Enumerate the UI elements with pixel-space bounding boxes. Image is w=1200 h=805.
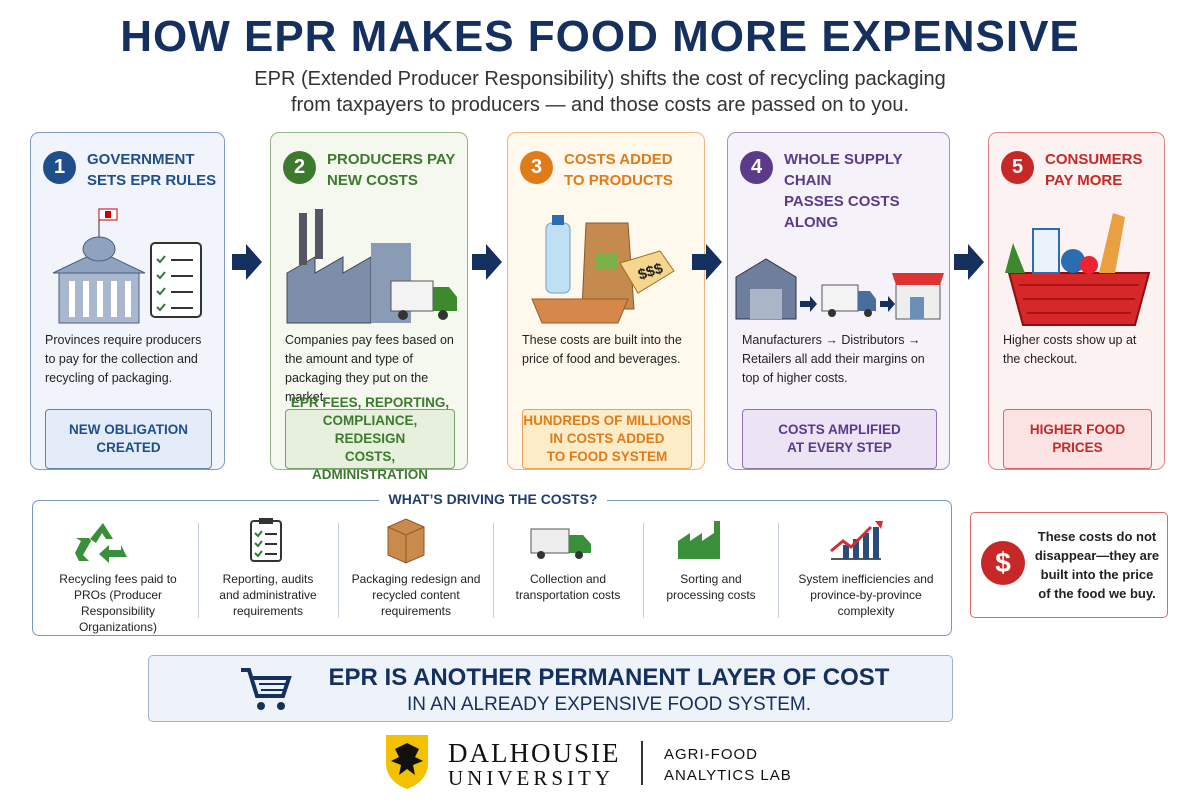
step-title: COSTS ADDED TO PRODUCTS (564, 149, 673, 191)
step-title: GOVERNMENT SETS EPR RULES (87, 149, 216, 191)
step-tag-line: COMPLIANCE, REDESIGN (322, 413, 418, 446)
step-icon (286, 209, 457, 324)
step-tag-line: HUNDREDS OF MILLIONS (523, 413, 691, 428)
step-title-line: COSTS ADDED (564, 151, 673, 168)
banner: EPR IS ANOTHER PERMANENT LAYER OF COST I… (148, 655, 953, 722)
step-tag-line: TO FOOD SYSTEM (546, 449, 668, 464)
step-tag-line: COSTS, ADMINISTRATION (312, 449, 428, 482)
lab-line: AGRI-FOOD (664, 746, 758, 763)
step-icon: $$$ (531, 215, 675, 324)
driver-icons (75, 518, 883, 564)
step-number: 4 (740, 151, 773, 184)
step-tag: NEW OBLIGATION CREATED (45, 409, 212, 469)
step-tag-line: PRICES (1052, 440, 1103, 455)
step-description: Provinces require producers to pay for t… (45, 333, 202, 385)
separator (198, 523, 199, 618)
step-card: 4 WHOLE SUPPLY CHAIN PASSES COSTS ALONG Man… (727, 132, 950, 470)
step-icon (735, 258, 944, 320)
driver-item: System inefficiencies and province-by-pr… (798, 572, 934, 618)
step-title-line: PRODUCERS PAY (327, 151, 456, 168)
step-number: 2 (283, 151, 316, 184)
step-title: CONSUMERS PAY MORE (1045, 149, 1143, 191)
step-card: 3 COSTS ADDED TO PRODUCTS $$$ These costs ar… (507, 132, 705, 470)
step-title-line: NEW COSTS (327, 172, 418, 189)
driver-item: Packaging redesign and recycled content … (351, 572, 481, 618)
step-tag: HUNDREDS OF MILLIONS IN COSTS ADDED TO FOO… (522, 409, 692, 469)
subtitle: from taxpayers to producers — and those … (290, 94, 910, 116)
step-title-line: GOVERNMENT (87, 151, 195, 168)
step-tag: HIGHER FOOD PRICES (1003, 409, 1152, 469)
step-title: PRODUCERS PAY NEW COSTS (327, 149, 455, 191)
step-tag-line: CREATED (96, 440, 161, 455)
step-icon (1005, 213, 1151, 326)
step-card: 1 GOVERNMENT SETS EPR RULES Provinces requi… (30, 132, 225, 470)
university-name: DALHOUSIE (448, 738, 621, 768)
step-description: Companies pay fees based on the amount a… (285, 333, 454, 404)
subtitle: EPR (Extended Producer Responsibility) s… (254, 68, 946, 90)
separator (643, 523, 644, 618)
title: HOW EPR MAKES FOOD MORE EXPENSIVE (120, 12, 1080, 61)
step-tag: COSTS AMPLIFIED AT EVERY STEP (742, 409, 937, 469)
step-title-line: CONSUMERS (1045, 151, 1143, 168)
driver-item: Sorting and processing costs (666, 572, 756, 602)
separator (338, 523, 339, 618)
step-title-line: PASSES COSTS ALONG (784, 193, 900, 231)
note-icon: $ (981, 541, 1025, 585)
step-title: WHOLE SUPPLY CHAIN PASSES COSTS ALONG (784, 149, 949, 233)
step-number: 5 (1001, 151, 1034, 184)
step-tag-line: AT EVERY STEP (787, 440, 892, 455)
banner-line2: IN AN ALREADY EXPENSIVE FOOD SYSTEM. (406, 694, 812, 715)
step-tag-line: NEW OBLIGATION (69, 422, 188, 437)
cart-icon (241, 668, 292, 710)
driver-item: Collection and transportation costs (515, 572, 621, 602)
step-card: 2 PRODUCERS PAY NEW COSTS Companies pay fee… (270, 132, 468, 482)
note-text: These costs do not disappear—they are bu… (1034, 529, 1160, 601)
drivers-panel: WHAT’S DRIVING THE COSTS? Recycling fees… (32, 491, 952, 636)
step-title-line: SETS EPR RULES (87, 172, 217, 189)
step-number: 1 (43, 151, 76, 184)
footer-divider (641, 741, 643, 785)
step-title-line: WHOLE SUPPLY CHAIN (784, 151, 903, 189)
banner-line1: EPR IS ANOTHER PERMANENT LAYER OF COST (328, 664, 890, 691)
university-name: UNIVERSITY (448, 766, 614, 790)
separator (493, 523, 494, 618)
drivers-title: WHAT’S DRIVING THE COSTS? (33, 491, 953, 509)
separator (778, 523, 779, 618)
step-description: Manufacturers → Distributors → Retailers… (742, 333, 925, 385)
step-card: 5 CONSUMERS PAY MORE Higher costs show up a… (988, 132, 1165, 470)
step-tag-line: HIGHER FOOD (1029, 422, 1126, 437)
step-title-line: PAY MORE (1045, 172, 1123, 189)
step-tag-line: IN COSTS ADDED (549, 431, 665, 446)
lab-name: AGRI-FOOD ANALYTICS LAB (664, 744, 792, 786)
driver-item: Reporting, audits and administrative req… (219, 572, 317, 618)
drivers-title-text: WHAT’S DRIVING THE COSTS? (378, 491, 608, 507)
lab-line: ANALYTICS LAB (664, 767, 792, 784)
step-description: These costs are built into the price of … (522, 333, 682, 366)
step-tag-line: COSTS AMPLIFIED (778, 422, 901, 437)
step-title-line: TO PRODUCTS (564, 172, 673, 189)
crest (386, 735, 428, 789)
step-number: 3 (520, 151, 553, 184)
step-icon (52, 208, 202, 324)
note-box: $ These costs do not disappear—they are … (970, 512, 1168, 618)
step-tag: EPR FEES, REPORTING, COMPLIANCE, REDESIGN… (285, 395, 455, 482)
step-tag-line: EPR FEES, REPORTING, (290, 395, 450, 410)
step-description: Higher costs show up at the checkout. (1003, 333, 1137, 366)
driver-item: Recycling fees paid to PROs (Producer Re… (59, 572, 177, 634)
